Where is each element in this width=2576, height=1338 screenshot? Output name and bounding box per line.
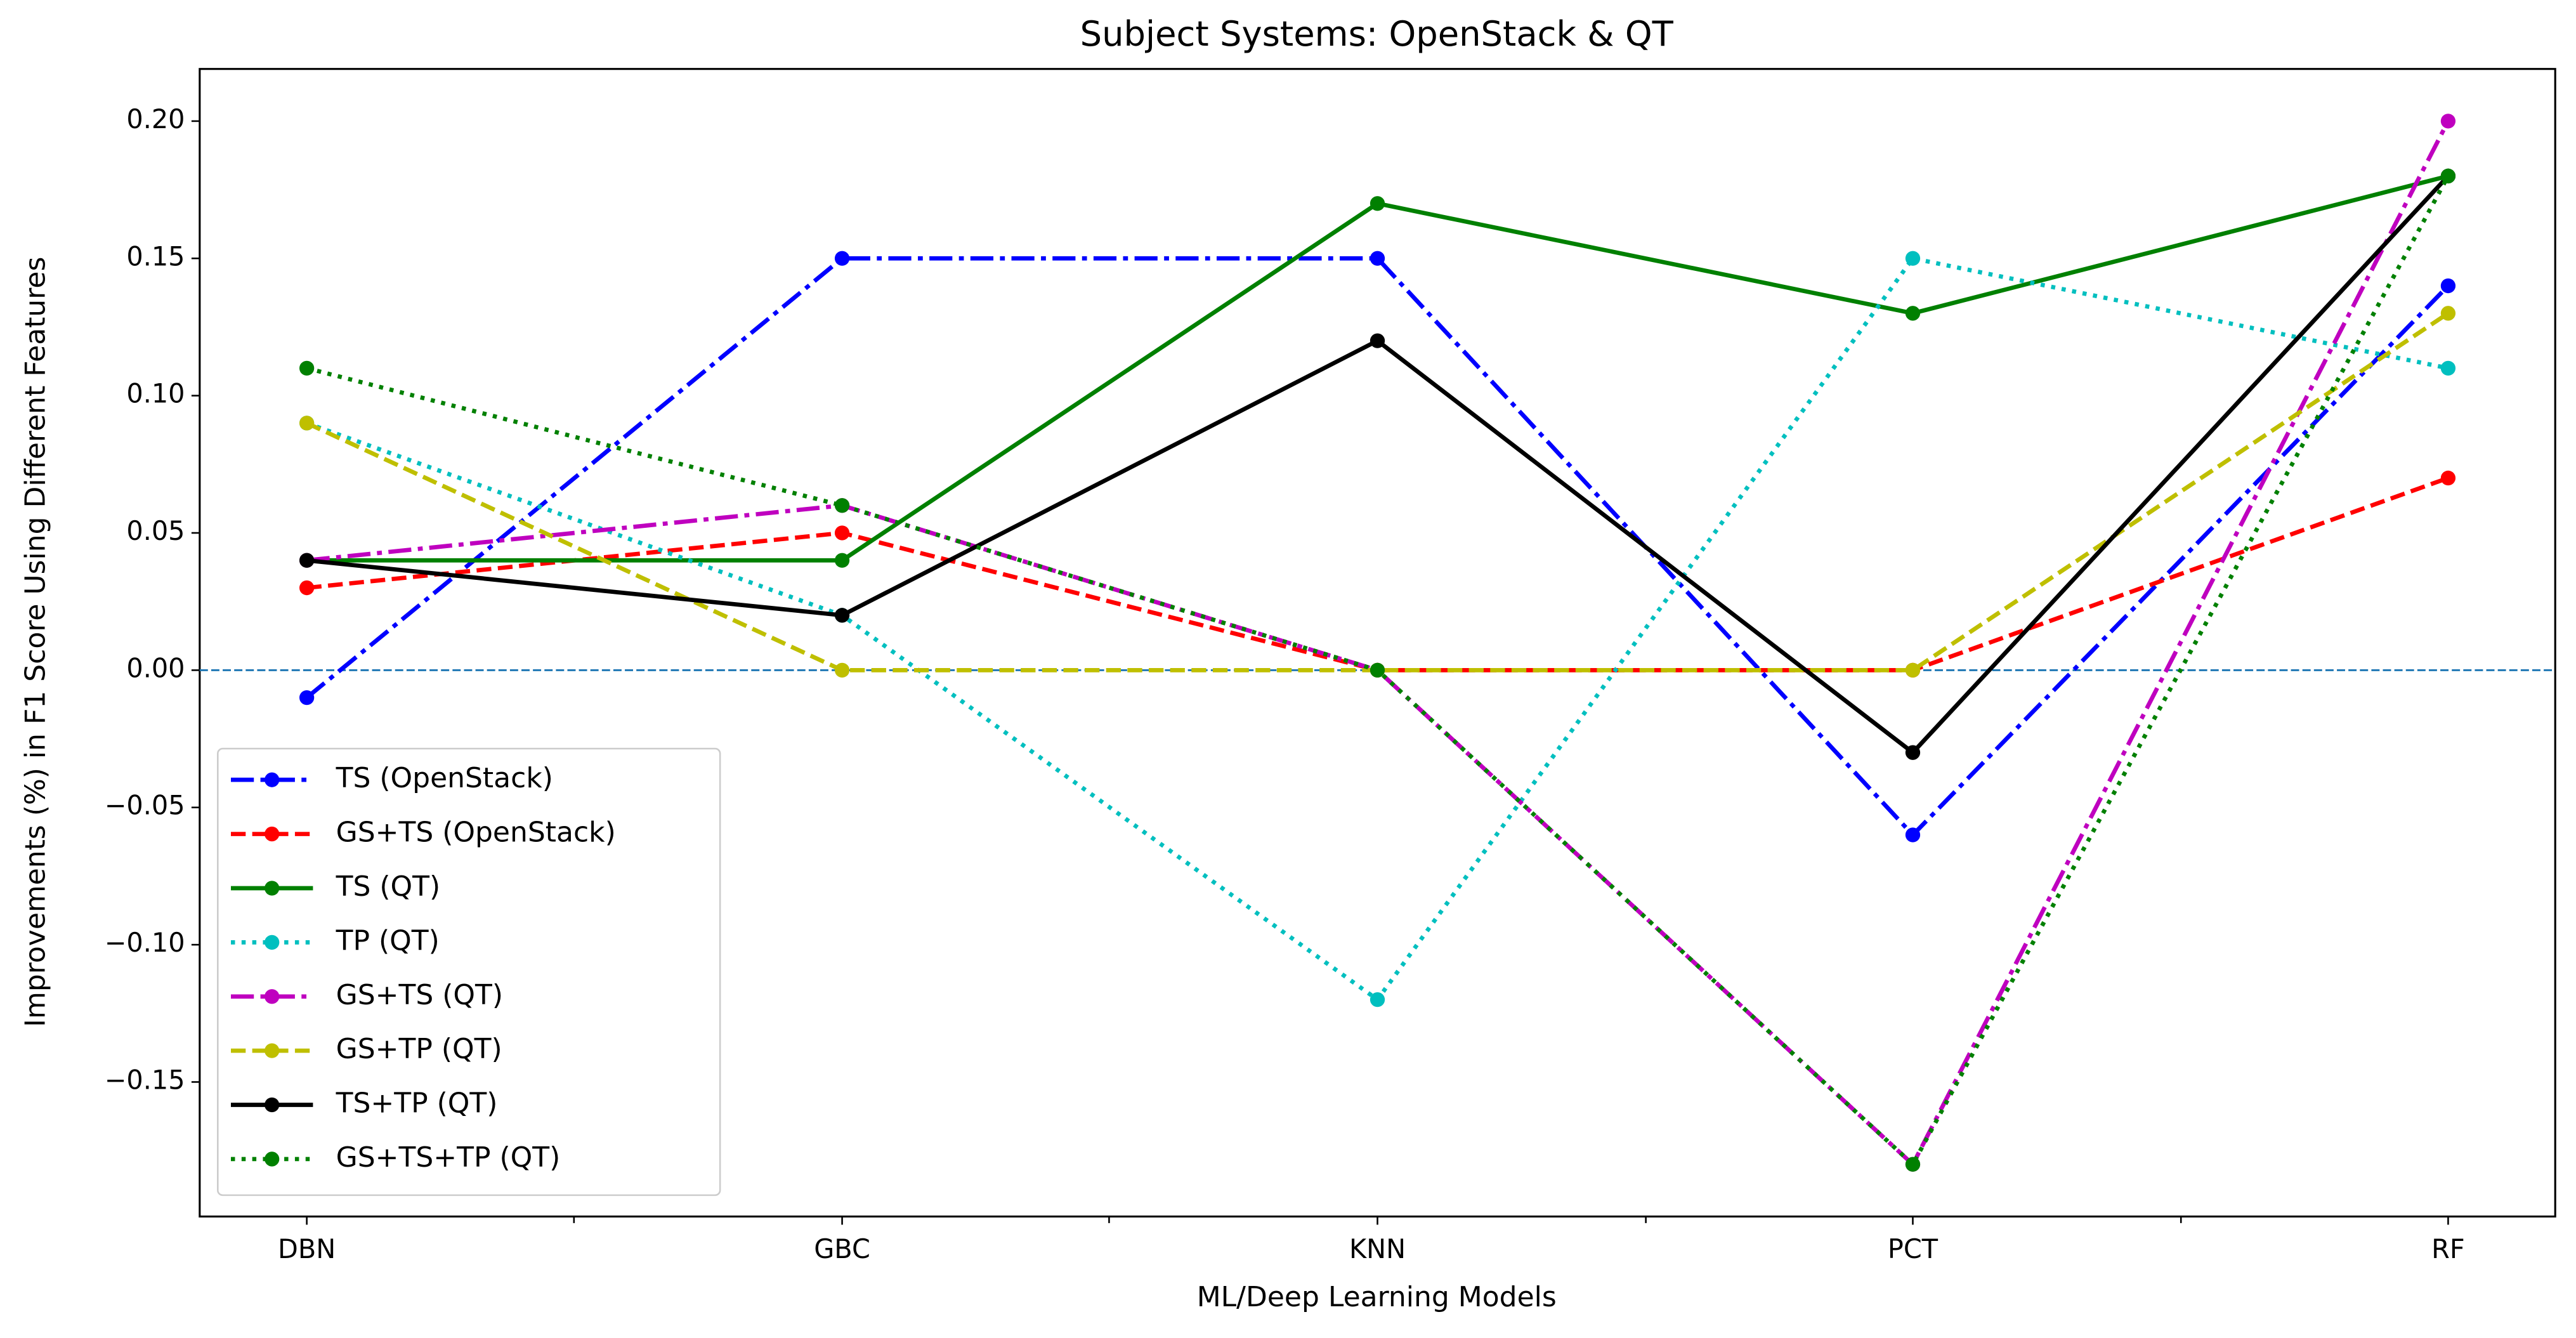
data-point: [1905, 306, 1921, 321]
y-axis-label: Improvements (%) in F1 Score Using Diffe…: [20, 257, 52, 1027]
x-tick-label: RF: [2431, 1234, 2465, 1264]
data-point: [299, 416, 315, 431]
x-tick-label: DBN: [278, 1234, 336, 1264]
y-tick-label: 0.20: [126, 104, 185, 134]
data-point: [1905, 1157, 1921, 1172]
legend-label: TP (QT): [336, 924, 440, 957]
series-line: [306, 476, 2449, 672]
data-point: [299, 553, 315, 568]
legend-marker: [265, 772, 280, 787]
chart-title: Subject Systems: OpenStack & QT: [1080, 14, 1674, 54]
data-point: [1905, 251, 1921, 266]
data-point: [834, 553, 850, 568]
x-axis-label: ML/Deep Learning Models: [1197, 1281, 1557, 1313]
legend-marker: [265, 989, 280, 1004]
data-point: [834, 608, 850, 623]
legend-label: GS+TS (QT): [336, 979, 503, 1011]
data-point: [1905, 745, 1921, 760]
data-point: [1905, 827, 1921, 843]
data-point: [2440, 278, 2456, 294]
legend-label: TS (OpenStack): [336, 762, 553, 794]
series-line: [305, 256, 2450, 838]
data-point: [299, 360, 315, 376]
data-point: [1370, 251, 1385, 266]
series-line: [306, 312, 2450, 672]
x-tick-label: GBC: [814, 1234, 870, 1264]
series-line: [306, 174, 2449, 563]
x-tick-label: KNN: [1349, 1234, 1406, 1264]
minor-ticks: [573, 1216, 2182, 1223]
data-point: [834, 498, 850, 513]
data-point: [299, 580, 315, 596]
legend-marker: [265, 935, 280, 950]
data-point: [2440, 168, 2456, 184]
y-tick-label: 0.00: [126, 653, 185, 683]
data-point: [2440, 470, 2456, 486]
legend-label: GS+TS (OpenStack): [336, 817, 616, 849]
y-tick-label: 0.15: [126, 241, 185, 272]
data-point: [2440, 360, 2456, 376]
data-point: [834, 662, 850, 678]
y-tick-label: −0.10: [105, 928, 185, 958]
data-point: [299, 690, 315, 705]
data-point: [1370, 992, 1385, 1007]
legend-marker: [265, 1097, 280, 1113]
legend-marker: [265, 1151, 280, 1167]
data-point: [834, 251, 850, 266]
y-tick-label: −0.15: [105, 1065, 185, 1095]
legend-label: TS (QT): [336, 870, 441, 903]
legend-label: GS+TS+TP (QT): [336, 1141, 561, 1174]
legend-marker: [265, 826, 280, 842]
data-point: [1905, 662, 1921, 678]
data-point: [1370, 196, 1385, 211]
legend-label: TS+TP (QT): [336, 1087, 498, 1120]
legend-label: GS+TP (QT): [336, 1033, 502, 1065]
legend-box: [217, 747, 721, 1197]
y-tick-label: −0.05: [105, 790, 185, 821]
data-point: [834, 525, 850, 541]
legend-marker: [265, 881, 280, 896]
data-point: [2440, 306, 2456, 321]
legend-marker: [265, 1043, 280, 1058]
y-tick-label: 0.05: [126, 516, 185, 546]
x-tick-label: PCT: [1888, 1234, 1939, 1264]
data-point: [1370, 662, 1385, 678]
y-tick-label: 0.10: [126, 379, 185, 409]
data-point: [1370, 333, 1385, 348]
data-point: [2440, 114, 2456, 129]
